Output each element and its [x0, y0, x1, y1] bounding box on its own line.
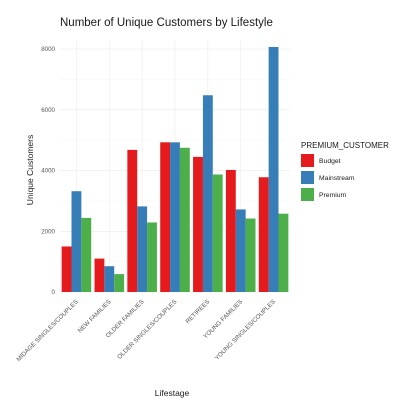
bar-premium-older-families — [147, 222, 157, 292]
x-tick-label: NEW FAMILIES — [77, 298, 113, 334]
bar-premium-midage-singles-couples — [81, 217, 92, 292]
x-tick-label: MIDAGE SINGLES/COUPLES — [15, 298, 80, 363]
legend-label-budget: Budget — [319, 158, 341, 165]
bar-premium-young-families — [245, 218, 256, 292]
y-tick-label: 8000 — [41, 46, 55, 53]
bar-mainstream-midage-singles-couples — [71, 191, 82, 292]
bar-mainstream-young-singles-couples — [268, 46, 279, 293]
bar-budget-older-families — [127, 149, 138, 292]
bar-budget-new-families — [94, 258, 105, 292]
y-tick-label: 6000 — [41, 107, 55, 114]
bar-mainstream-young-families — [235, 209, 246, 292]
legend-label-premium: Premium — [319, 192, 347, 199]
bar-budget-midage-singles-couples — [61, 246, 72, 292]
bar-premium-retirees — [212, 174, 223, 292]
x-tick-label: OLDER SINGLES/COUPLES — [116, 298, 178, 360]
bar-premium-new-families — [114, 274, 125, 292]
y-tick-label: 4000 — [41, 168, 55, 175]
y-axis-title: Unique Customers — [25, 135, 35, 205]
legend-swatch-budget — [301, 154, 314, 167]
x-tick-label: YOUNG SINGLES/COUPLES — [214, 298, 277, 361]
legend: PREMIUM_CUSTOMER Budget Mainstream Premium — [301, 141, 389, 201]
bar-premium-young-singles-couples — [278, 213, 289, 292]
bar-budget-older-singles-couples — [160, 142, 171, 292]
x-axis-title: Lifestage — [155, 388, 190, 398]
bar-budget-retirees — [193, 156, 203, 292]
legend-swatch-mainstream — [301, 171, 314, 184]
bar-mainstream-retirees — [202, 95, 213, 292]
x-tick-label: RETIREES — [184, 298, 211, 325]
y-ticks: 0 2000 4000 6000 8000 — [41, 46, 55, 296]
bar-mainstream-new-families — [104, 266, 115, 292]
bar-mainstream-older-families — [137, 206, 148, 292]
legend-label-mainstream: Mainstream — [319, 175, 355, 182]
chart-title: Number of Unique Customers by Lifestyle — [60, 17, 273, 29]
bars — [61, 46, 289, 293]
legend-title: PREMIUM_CUSTOMER — [301, 141, 389, 150]
bar-premium-older-singles-couples — [179, 147, 190, 292]
legend-swatch-premium — [301, 188, 314, 201]
y-tick-label: 0 — [52, 289, 56, 296]
bar-budget-young-singles-couples — [258, 177, 269, 292]
bar-budget-young-families — [225, 169, 236, 292]
y-tick-label: 2000 — [41, 228, 55, 235]
bar-mainstream-older-singles-couples — [170, 142, 180, 292]
